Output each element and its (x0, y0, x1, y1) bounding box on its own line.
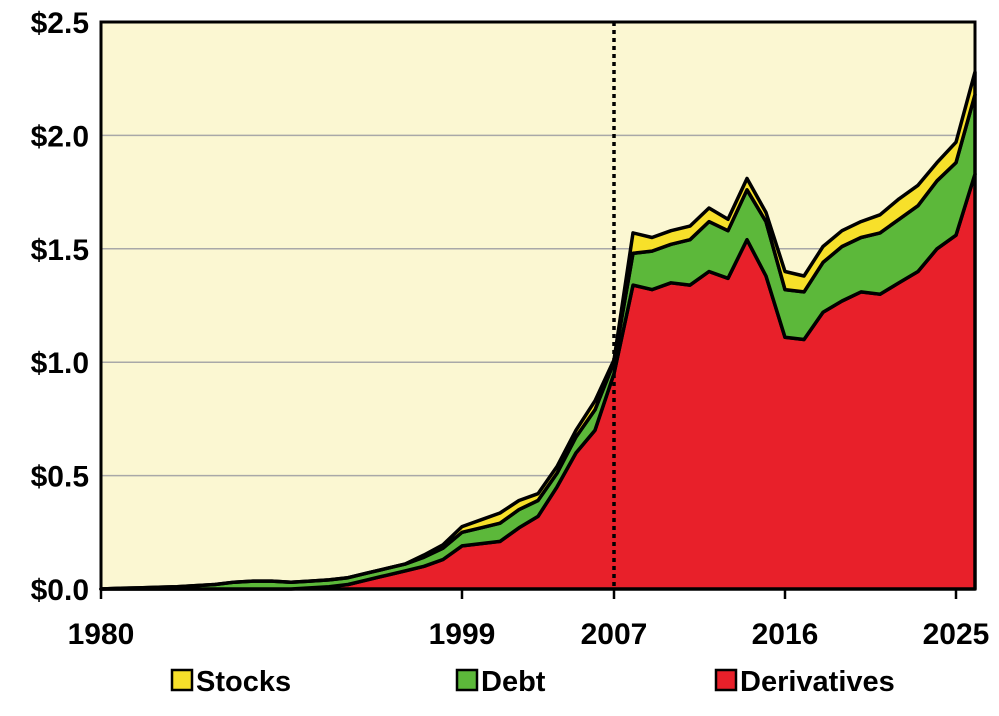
y-tick-label: $2.5 (31, 7, 89, 40)
y-tick-label: $1.5 (31, 234, 89, 267)
legend-swatch (170, 668, 194, 692)
x-axis-ticks: 1980 1999 2007 2016 2025 (68, 589, 990, 651)
x-tick-label: 1999 (429, 618, 496, 651)
y-tick-label: $2.0 (31, 120, 89, 153)
legend: Stocks Debt Derivatives (170, 666, 895, 698)
plot-frame (99, 20, 977, 591)
legend-item-debt: Debt (455, 666, 546, 698)
y-tick-label: $1.0 (31, 347, 89, 380)
legend-item-stocks: Stocks (170, 666, 291, 698)
x-tick-label: 1980 (68, 618, 135, 651)
legend-swatch (714, 668, 738, 692)
x-tick-label: 2016 (752, 618, 819, 651)
legend-label: Derivatives (740, 666, 895, 698)
x-tick-label: 2007 (581, 618, 648, 651)
y-tick-label: $0.0 (31, 574, 89, 607)
legend-label: Debt (481, 666, 546, 698)
y-tick-label: $0.5 (31, 461, 89, 494)
legend-label: Stocks (196, 666, 291, 698)
y-axis-ticks: $0.0 $0.5 $1.0 $1.5 $2.0 $2.5 (31, 7, 89, 607)
legend-item-derivatives: Derivatives (714, 666, 895, 698)
legend-swatch (455, 668, 479, 692)
x-tick-label: 2025 (923, 618, 990, 651)
